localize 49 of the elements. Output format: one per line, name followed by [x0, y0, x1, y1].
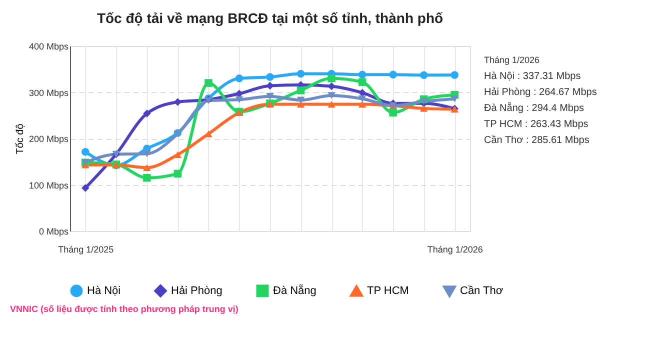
text: VNNIC (số liệu được tính theo phương pháp trung vị) [10, 304, 238, 314]
point [143, 110, 151, 118]
point [328, 92, 336, 99]
point [389, 70, 397, 79]
point [296, 70, 305, 78]
point [450, 71, 458, 79]
point [296, 96, 305, 104]
y-tick-label: 200 Mbps [28, 134, 69, 144]
point [296, 86, 305, 94]
y-tick-label: 100 Mbps [28, 180, 69, 190]
legend-label: TP HCM [367, 285, 409, 298]
point [204, 79, 212, 87]
text: Hà Nội : 337.31 Mbps [484, 71, 581, 82]
point [358, 70, 366, 79]
point [328, 74, 336, 82]
point [389, 108, 397, 116]
y-axis-title: Tốc độ [14, 123, 26, 154]
point [174, 170, 182, 178]
legend-label: Hải Phòng [171, 284, 222, 297]
point [358, 95, 366, 102]
x-tick-label: Tháng 1/2025 [58, 244, 114, 254]
point [358, 100, 366, 108]
text: Đà Nẵng : 294.4 Mbps [484, 102, 584, 114]
point [235, 74, 244, 82]
y-tick-label: 0 Mbps [38, 226, 69, 236]
point [358, 78, 366, 86]
point [420, 105, 428, 112]
point [420, 71, 428, 80]
point [420, 98, 428, 105]
point [143, 150, 151, 158]
point [450, 96, 458, 102]
y-tick-label: 300 Mbps [28, 88, 69, 98]
point [143, 164, 151, 171]
point [266, 93, 274, 100]
point [328, 100, 336, 108]
point [143, 174, 151, 182]
point [266, 73, 274, 81]
legend-label: Hà Nội [87, 284, 121, 297]
point [235, 96, 244, 104]
text: Cần Thơ : 285.61 Mbps [484, 135, 590, 146]
y-tick-label: 400 Mbps [28, 42, 69, 52]
chart-title: Tốc độ tải về mạng BRCĐ tại một số tỉnh, thành phố [96, 10, 444, 26]
text: Hải Phòng : 264.67 Mbps [484, 87, 597, 98]
point [82, 184, 90, 192]
text: Tháng 1/2026 [484, 55, 540, 65]
legend-label: Đà Nẵng [273, 284, 316, 297]
point [82, 148, 90, 156]
text: TP HCM : 263.43 Mbps [484, 119, 588, 130]
legend-label: Cần Thơ [460, 285, 504, 298]
